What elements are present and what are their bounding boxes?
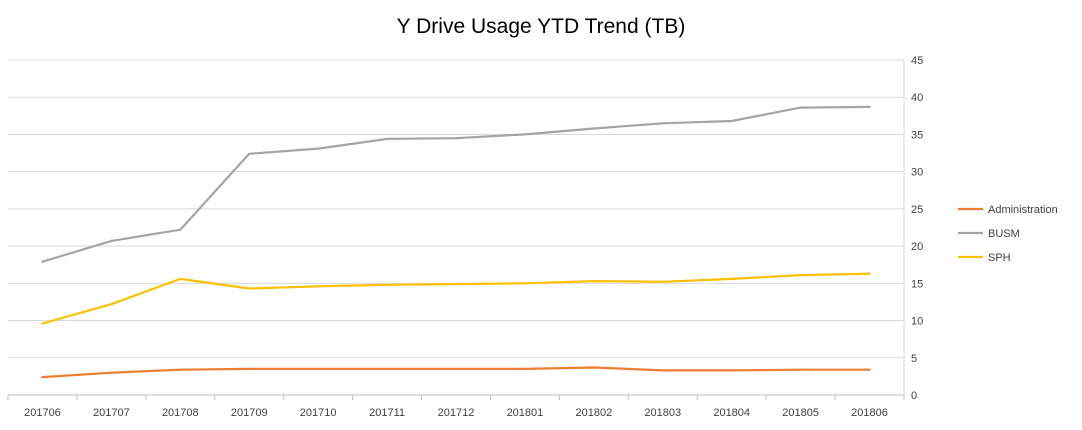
- x-tick-label: 201708: [162, 407, 199, 419]
- data-point-sph: [41, 322, 44, 325]
- series-line-busm: [41, 105, 871, 263]
- data-point-busm: [41, 260, 44, 263]
- gridlines: [8, 59, 904, 396]
- data-point-administration: [179, 368, 182, 371]
- y-tick-label: 35: [911, 129, 923, 141]
- x-tick-label: 201805: [782, 407, 819, 419]
- data-point-busm: [799, 106, 802, 109]
- y-tick-label: 0: [911, 390, 917, 402]
- data-point-busm: [454, 137, 458, 140]
- y-tick-label: 20: [911, 241, 923, 253]
- data-point-sph: [248, 287, 251, 290]
- y-tick-label: 5: [911, 353, 917, 365]
- data-point-sph: [110, 303, 113, 306]
- data-point-busm: [110, 239, 113, 242]
- x-tick-label: 201709: [231, 407, 268, 419]
- x-tick-label: 201712: [438, 407, 475, 419]
- legend-label-busm: BUSM: [988, 228, 1020, 240]
- data-point-busm: [730, 119, 733, 123]
- legend-label-sph: SPH: [988, 252, 1011, 264]
- x-tick-label: 201802: [575, 407, 612, 419]
- legend-label-administration: Administration: [988, 204, 1058, 216]
- series-line-sph: [41, 272, 871, 325]
- data-point-busm: [868, 105, 871, 108]
- data-point-busm: [661, 122, 664, 125]
- x-tick-label: 201710: [300, 407, 337, 419]
- data-point-busm: [523, 133, 527, 136]
- y-tick-label: 15: [911, 278, 923, 290]
- data-point-administration: [317, 367, 320, 371]
- data-point-busm: [385, 137, 389, 141]
- data-point-sph: [592, 280, 595, 283]
- x-tick-label: 201711: [369, 407, 405, 419]
- x-tick-label: 201801: [507, 407, 544, 419]
- data-point-administration: [799, 368, 802, 371]
- data-point-administration: [523, 367, 527, 371]
- data-point-busm: [248, 152, 251, 155]
- data-point-sph: [179, 277, 182, 280]
- data-point-sph: [385, 283, 389, 286]
- data-point-administration: [730, 369, 733, 372]
- x-tick-label: 201707: [93, 407, 130, 419]
- legend: Administration BUSM SPH: [958, 204, 1058, 264]
- data-point-administration: [661, 369, 664, 372]
- data-point-administration: [248, 367, 251, 371]
- data-point-sph: [799, 274, 802, 277]
- data-point-busm: [179, 228, 182, 231]
- x-axis: 201706 201707 201708 201709 201710 201711 2017…: [7, 394, 905, 419]
- series-lines: [41, 105, 871, 379]
- data-point-sph: [661, 280, 664, 283]
- data-point-sph: [523, 282, 527, 285]
- data-point-sph: [454, 282, 458, 286]
- data-point-administration: [454, 367, 458, 371]
- data-point-administration: [110, 371, 113, 374]
- y-tick-label: 30: [911, 167, 923, 179]
- chart-title: Y Drive Usage YTD Trend (TB): [397, 15, 686, 38]
- data-point-administration: [385, 367, 389, 371]
- data-point-sph: [317, 285, 320, 288]
- y-tick-label: 10: [911, 316, 923, 328]
- x-tick-label: 201806: [851, 407, 888, 419]
- data-point-sph: [730, 277, 733, 280]
- data-point-busm: [592, 127, 595, 130]
- y-tick-label: 25: [911, 204, 923, 216]
- data-point-sph: [868, 272, 871, 275]
- x-tick-label: 201706: [24, 407, 61, 419]
- y-axis: 0 5 10 15 20 25 30 35 40 45: [903, 55, 923, 402]
- data-point-administration: [41, 376, 44, 379]
- data-point-administration: [592, 366, 595, 369]
- x-tick-label: 201803: [644, 407, 681, 419]
- y-tick-label: 40: [911, 92, 923, 104]
- y-tick-label: 45: [911, 55, 923, 67]
- x-tick-label: 201804: [713, 407, 750, 419]
- data-point-busm: [317, 147, 320, 150]
- data-point-administration: [868, 368, 871, 371]
